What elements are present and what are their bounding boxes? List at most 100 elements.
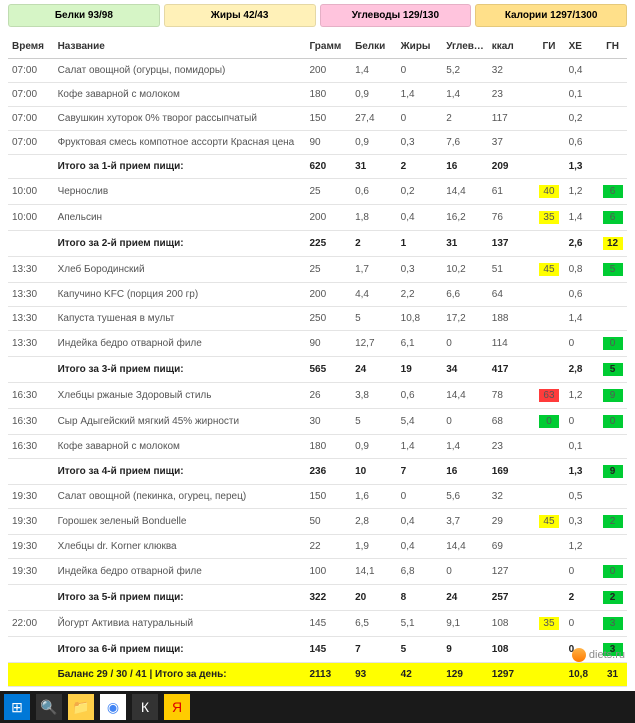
cell xyxy=(8,459,54,485)
subtotal-row: Итого за 3-й прием пищи:5652419344172,85 xyxy=(8,357,627,383)
cell: 0 xyxy=(565,611,599,637)
cell: 16 xyxy=(442,155,488,179)
cell xyxy=(533,559,564,585)
cell: 1,4 xyxy=(442,435,488,459)
cell xyxy=(533,107,564,131)
col-header: ГН xyxy=(598,35,627,59)
cell: 5 xyxy=(351,409,397,435)
cell: 10:00 xyxy=(8,205,54,231)
cell: 0,4 xyxy=(397,509,443,535)
cell: Салат овощной (огурцы, помидоры) xyxy=(54,59,306,83)
cell: 50 xyxy=(305,509,351,535)
explorer-icon[interactable]: 📁 xyxy=(68,694,94,720)
cell: 42 xyxy=(397,663,443,687)
cell: 07:00 xyxy=(8,131,54,155)
cell: 200 xyxy=(305,205,351,231)
col-header: ХЕ xyxy=(565,35,599,59)
cell: Итого за 4-й прием пищи: xyxy=(54,459,306,485)
search-icon[interactable]: 🔍 xyxy=(36,694,62,720)
cell: 1,6 xyxy=(351,485,397,509)
cell: 13:30 xyxy=(8,283,54,307)
cell: 2 xyxy=(565,585,599,611)
cell: 51 xyxy=(488,257,534,283)
cell: Итого за 1-й прием пищи: xyxy=(54,155,306,179)
cell: 1,4 xyxy=(351,59,397,83)
cell: 8 xyxy=(397,585,443,611)
cell: 19:30 xyxy=(8,485,54,509)
app-icon[interactable]: К xyxy=(132,694,158,720)
cell: 2113 xyxy=(305,663,351,687)
food-table-wrap: ВремяНазваниеГраммБелкиЖирыУглеводыккалГ… xyxy=(0,31,635,691)
food-row: 16:30Кофе заварной с молоком1800,91,41,4… xyxy=(8,435,627,459)
cell: 180 xyxy=(305,83,351,107)
yandex-icon[interactable]: Я xyxy=(164,694,190,720)
cell xyxy=(533,535,564,559)
cell xyxy=(533,83,564,107)
kcal-pill: Калории 1297/1300 xyxy=(475,4,627,27)
cell: 16:30 xyxy=(8,435,54,459)
cell: 137 xyxy=(488,231,534,257)
taskbar: ⊞🔍📁◉КЯ xyxy=(0,691,635,723)
cell xyxy=(533,637,564,663)
cell: 0,2 xyxy=(565,107,599,131)
cell: 180 xyxy=(305,435,351,459)
cell: 236 xyxy=(305,459,351,485)
balance-row: Баланс 29 / 30 / 41 | Итого за день:2113… xyxy=(8,663,627,687)
watermark-text: diets.ru xyxy=(589,649,625,661)
food-row: 13:30Капуста тушеная в мульт250510,817,2… xyxy=(8,307,627,331)
cell: 0 xyxy=(397,107,443,131)
cell: 1297 xyxy=(488,663,534,687)
cell: 2 xyxy=(598,585,627,611)
cell: 32 xyxy=(488,485,534,509)
cell: 10,8 xyxy=(397,307,443,331)
cell: 200 xyxy=(305,59,351,83)
cell: 0,1 xyxy=(565,435,599,459)
carbs-pill: Углеводы 129/130 xyxy=(320,4,472,27)
cell: 24 xyxy=(351,357,397,383)
cell: 3,7 xyxy=(442,509,488,535)
cell xyxy=(533,131,564,155)
col-header: Белки xyxy=(351,35,397,59)
cell: 0,2 xyxy=(397,179,443,205)
cell: 64 xyxy=(488,283,534,307)
cell: 0 xyxy=(442,409,488,435)
food-row: 19:30Салат овощной (пекинка, огурец, пер… xyxy=(8,485,627,509)
cell: 117 xyxy=(488,107,534,131)
cell: Йогурт Активиа натуральный xyxy=(54,611,306,637)
chrome-icon[interactable]: ◉ xyxy=(100,694,126,720)
subtotal-row: Итого за 6-й прием пищи:14575910803 xyxy=(8,637,627,663)
cell: 19:30 xyxy=(8,509,54,535)
cell: 0,8 xyxy=(565,257,599,283)
cell: 23 xyxy=(488,83,534,107)
cell: 0 xyxy=(598,559,627,585)
cell: 16,2 xyxy=(442,205,488,231)
cell: 169 xyxy=(488,459,534,485)
cell: 45 xyxy=(533,257,564,283)
cell xyxy=(598,485,627,509)
cell xyxy=(598,131,627,155)
cell: 6,5 xyxy=(351,611,397,637)
cell xyxy=(8,637,54,663)
cell: 257 xyxy=(488,585,534,611)
cell xyxy=(533,59,564,83)
cell: 31 xyxy=(351,155,397,179)
cell: 0 xyxy=(533,409,564,435)
cell: 12 xyxy=(598,231,627,257)
cell: 32 xyxy=(488,59,534,83)
cell: 1,4 xyxy=(442,83,488,107)
cell: 0,5 xyxy=(565,485,599,509)
cell xyxy=(598,83,627,107)
cell: Фруктовая смесь компотное ассорти Красна… xyxy=(54,131,306,155)
cell: 1,2 xyxy=(565,179,599,205)
cell: 0,6 xyxy=(351,179,397,205)
cell: 5 xyxy=(598,357,627,383)
cell: Капучино KFC (порция 200 гр) xyxy=(54,283,306,307)
start-icon[interactable]: ⊞ xyxy=(4,694,30,720)
cell: Итого за 6-й прием пищи: xyxy=(54,637,306,663)
cell xyxy=(598,59,627,83)
cell: 25 xyxy=(305,179,351,205)
cell: 7,6 xyxy=(442,131,488,155)
food-row: 10:00Чернослив250,60,214,461401,26 xyxy=(8,179,627,205)
cell: 14,4 xyxy=(442,383,488,409)
cell: Кофе заварной с молоком xyxy=(54,435,306,459)
